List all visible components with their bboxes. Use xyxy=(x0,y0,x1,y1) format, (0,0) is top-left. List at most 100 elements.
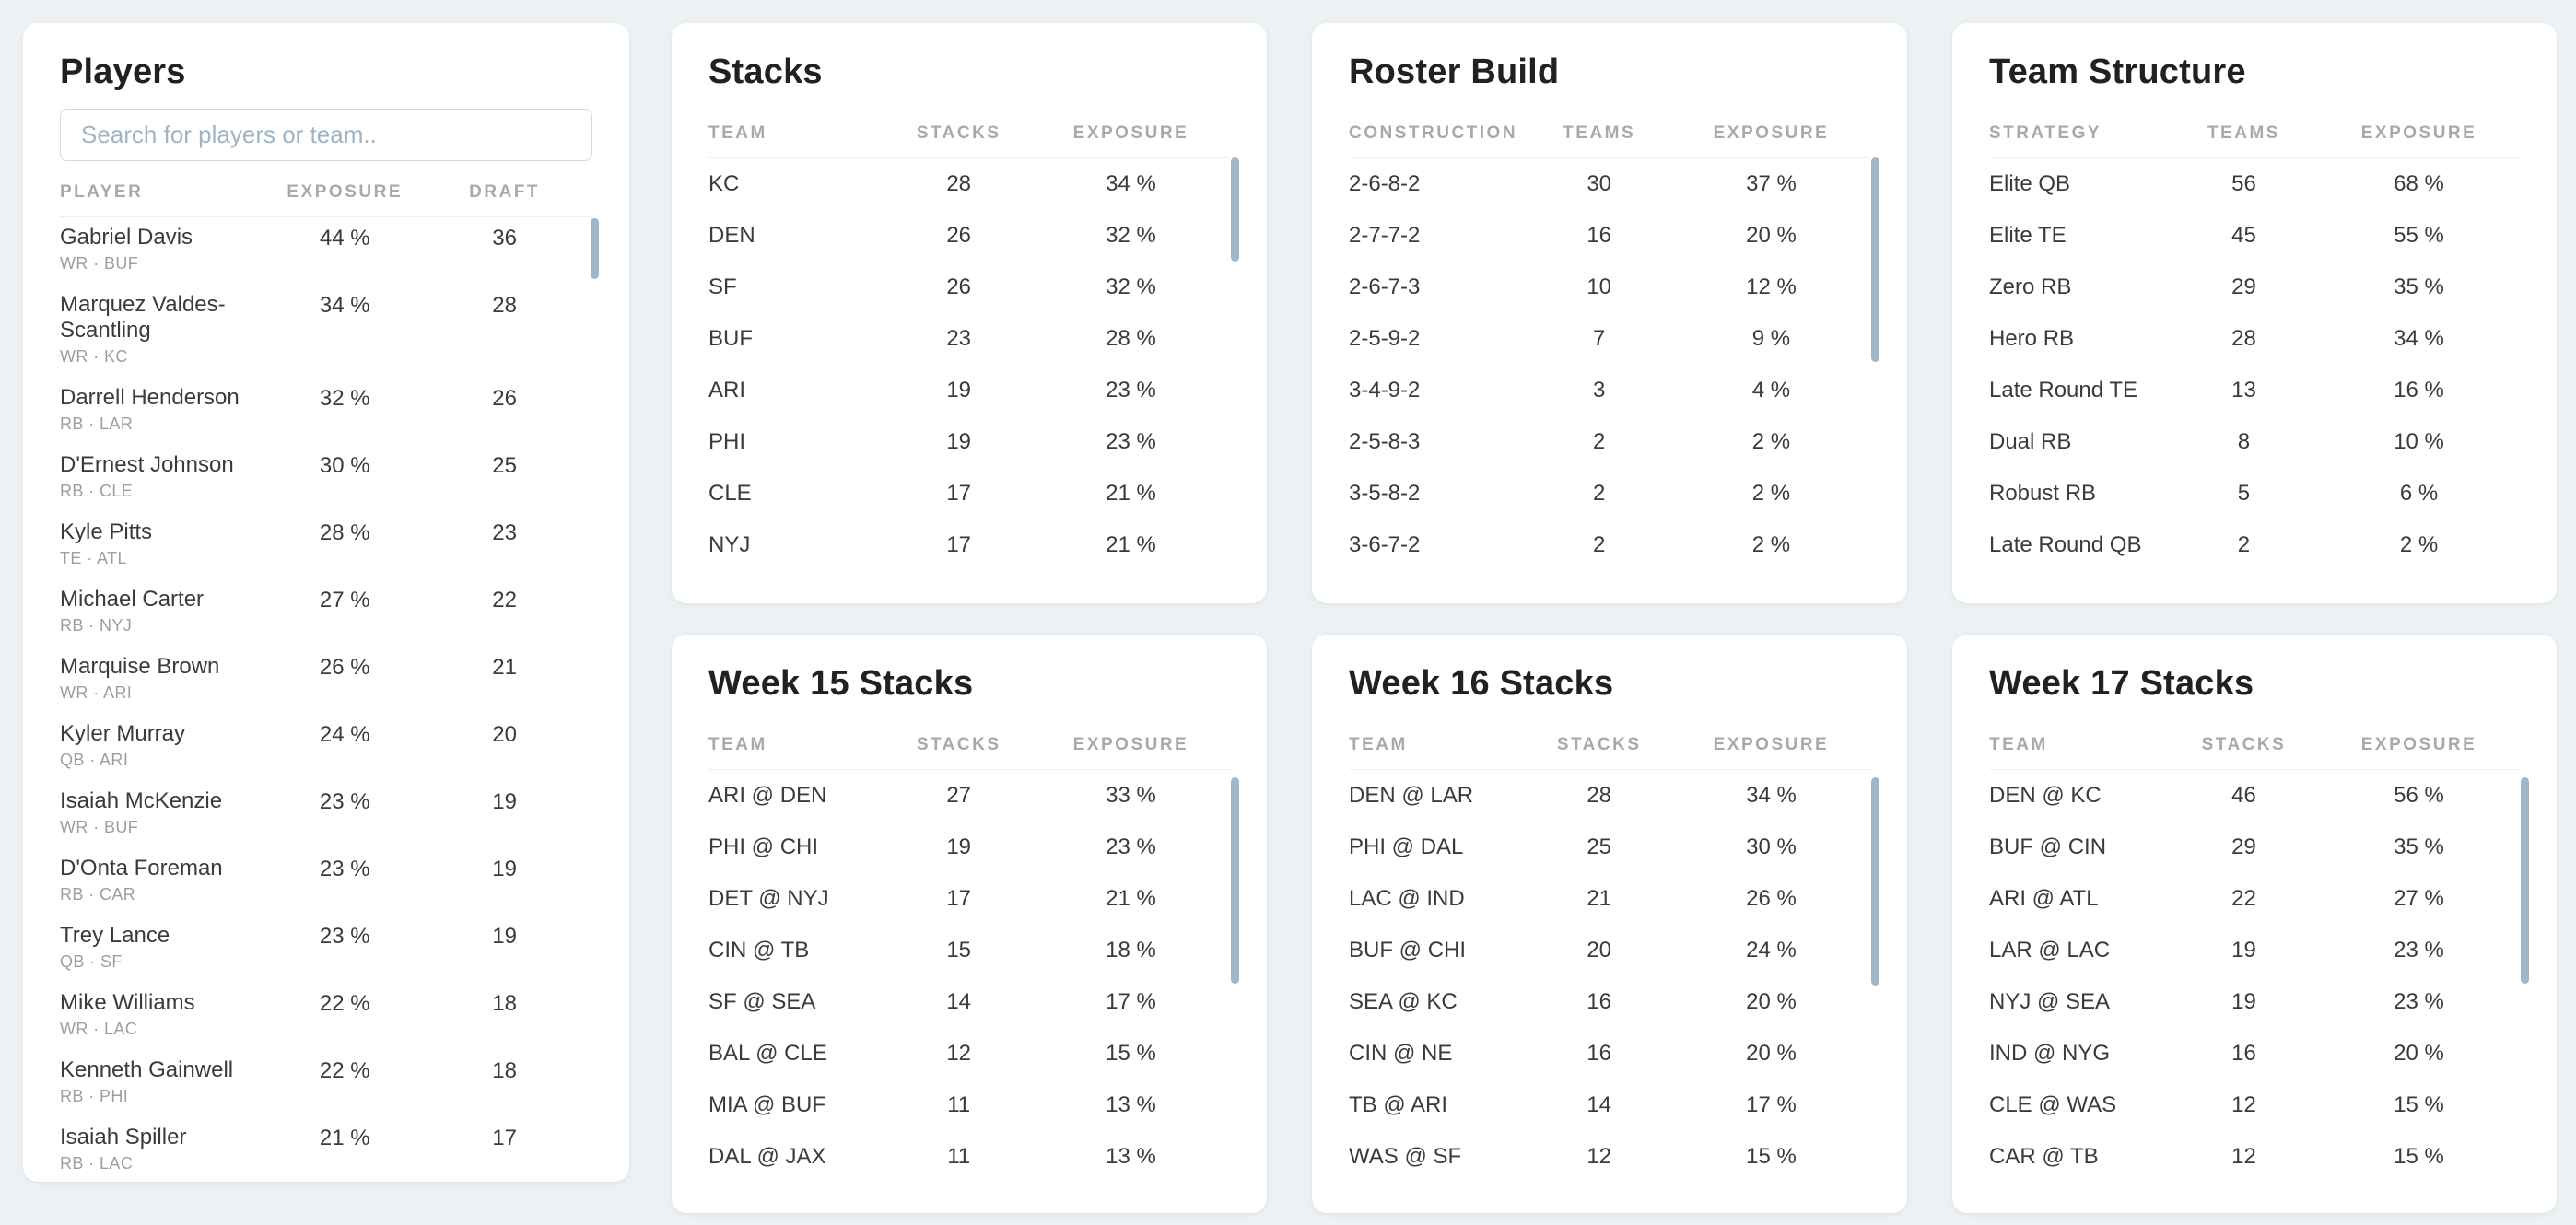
week17-table[interactable]: DEN @ KC 46 56 % BUF @ CIN 29 35 % ARI @… xyxy=(1989,770,2520,1183)
stacks-value: 19 xyxy=(946,378,972,402)
teams-value: 13 xyxy=(2231,378,2256,402)
roster-build-table[interactable]: 2-6-8-2 30 37 % 2-7-7-2 16 20 % 2-6-7-3 … xyxy=(1349,158,1870,571)
player-exposure: 23 % xyxy=(319,789,370,814)
stacks-table[interactable]: KC 28 34 % DEN 26 32 % SF 26 32 % BUF 23… xyxy=(708,158,1230,571)
player-exposure: 32 % xyxy=(319,386,370,411)
player-row: Kyler Murray QB · ARI 24 % 20 xyxy=(60,714,592,781)
scrollbar-thumb[interactable] xyxy=(1231,158,1239,262)
column-header-teams: TEAMS xyxy=(1563,123,1636,143)
roster-build-row: 2-6-8-2 30 37 % xyxy=(1349,158,1870,210)
week17-row: CAR @ TB 12 15 % xyxy=(1989,1131,2520,1183)
scrollbar-thumb[interactable] xyxy=(2521,777,2529,984)
roster-build-row: 2-5-8-3 2 2 % xyxy=(1349,416,1870,468)
player-position-team: QB · ARI xyxy=(60,751,129,769)
player-position-team: WR · KC xyxy=(60,347,128,366)
roster-build-row: 3-5-8-2 2 2 % xyxy=(1349,468,1870,519)
player-name: Gabriel Davis xyxy=(60,225,193,250)
teams-value: 28 xyxy=(2231,326,2256,351)
teams-value: 2 xyxy=(1592,429,1606,454)
column-header-exposure: EXPOSURE xyxy=(1713,123,1830,143)
exposure-value: 17 % xyxy=(1106,989,1156,1014)
player-draft: 36 xyxy=(492,226,517,251)
player-cell: Kenneth Gainwell RB · PHI xyxy=(60,1057,273,1106)
scrollbar-thumb[interactable] xyxy=(1871,777,1879,986)
team-structure-row: Dual RB 8 10 % xyxy=(1989,416,2520,468)
construction-label: 3-6-7-2 xyxy=(1349,532,1421,557)
exposure-value: 27 % xyxy=(2394,886,2444,911)
scrollbar-thumb[interactable] xyxy=(1871,158,1879,362)
scrollbar-thumb[interactable] xyxy=(591,218,599,279)
exposure-value: 32 % xyxy=(1106,223,1156,248)
week15-row: DET @ NYJ 17 21 % xyxy=(708,873,1230,925)
stacks-value: 26 xyxy=(946,223,972,248)
exposure-value: 24 % xyxy=(1746,938,1797,962)
column-header-exposure: EXPOSURE xyxy=(2360,123,2477,143)
stacks-value: 25 xyxy=(1587,834,1612,859)
week17-row: ARI @ ATL 22 27 % xyxy=(1989,873,2520,925)
exposure-value: 20 % xyxy=(1746,223,1797,248)
exposure-value: 15 % xyxy=(1106,1041,1156,1066)
stacks-value: 19 xyxy=(2231,989,2256,1014)
column-header-exposure: EXPOSURE xyxy=(2360,735,2477,754)
strategy-label: Elite QB xyxy=(1989,171,2071,196)
matchup-label: LAC @ IND xyxy=(1349,886,1465,911)
exposure-value: 35 % xyxy=(2394,834,2444,859)
week16-row: DEN @ LAR 28 34 % xyxy=(1349,770,1870,822)
strategy-label: Elite TE xyxy=(1989,223,2067,248)
column-header-stacks: STACKS xyxy=(2201,735,2287,754)
player-cell: Isaiah Spiller RB · LAC xyxy=(60,1125,273,1173)
team-label: NYJ xyxy=(708,532,751,557)
team-label: BUF xyxy=(708,326,753,351)
player-cell: Michael Carter RB · NYJ xyxy=(60,587,273,636)
strategy-label: Dual RB xyxy=(1989,429,2072,454)
column-header-stacks: STACKS xyxy=(916,735,1001,754)
scrollbar-thumb[interactable] xyxy=(1231,777,1239,984)
player-name: Kenneth Gainwell xyxy=(60,1057,234,1082)
stacks-value: 14 xyxy=(1587,1092,1612,1117)
player-exposure: 23 % xyxy=(319,857,370,881)
roster-build-panel-title: Roster Build xyxy=(1349,52,1560,91)
player-cell: Marquez Valdes-Scantling WR · KC xyxy=(60,292,273,367)
stacks-value: 21 xyxy=(1587,886,1612,911)
week17-row: LAR @ LAC 19 23 % xyxy=(1989,925,2520,976)
week15-row: ARI @ DEN 27 33 % xyxy=(708,770,1230,822)
week16-table-header: TEAM STACKS EXPOSURE xyxy=(1349,735,1870,770)
team-structure-table[interactable]: Elite QB 56 68 % Elite TE 45 55 % Zero R… xyxy=(1989,158,2520,571)
teams-value: 10 xyxy=(1587,274,1612,299)
stacks-value: 19 xyxy=(946,834,972,859)
player-cell: Trey Lance QB · SF xyxy=(60,923,273,972)
stacks-row: SF 26 32 % xyxy=(708,262,1230,313)
player-draft: 18 xyxy=(492,1058,517,1083)
week15-table[interactable]: ARI @ DEN 27 33 % PHI @ CHI 19 23 % DET … xyxy=(708,770,1230,1183)
player-position-team: QB · SF xyxy=(60,952,123,971)
week16-table[interactable]: DEN @ LAR 28 34 % PHI @ DAL 25 30 % LAC … xyxy=(1349,770,1870,1183)
strategy-label: Zero RB xyxy=(1989,274,2072,299)
exposure-value: 13 % xyxy=(1106,1092,1156,1117)
player-exposure: 23 % xyxy=(319,924,370,949)
exposure-value: 17 % xyxy=(1746,1092,1797,1117)
column-header-exposure: EXPOSURE xyxy=(1713,735,1830,754)
stacks-value: 15 xyxy=(946,938,972,962)
exposure-value: 2 % xyxy=(1751,429,1791,454)
player-position-team: WR · LAC xyxy=(60,1020,138,1038)
construction-label: 2-6-7-3 xyxy=(1349,274,1421,299)
column-header-construction: CONSTRUCTION xyxy=(1349,123,1518,143)
player-draft: 20 xyxy=(492,722,517,747)
matchup-label: DEN @ KC xyxy=(1989,783,2102,808)
player-cell: Kyler Murray QB · ARI xyxy=(60,721,273,770)
player-exposure: 27 % xyxy=(319,588,370,612)
players-table[interactable]: Gabriel Davis WR · BUF 44 % 36 Marquez V… xyxy=(60,217,592,1184)
stacks-value: 12 xyxy=(2231,1092,2256,1117)
player-row: Kyle Pitts TE · ATL 28 % 23 xyxy=(60,512,592,579)
teams-value: 7 xyxy=(1592,326,1606,351)
search-input[interactable] xyxy=(60,109,592,161)
column-header-team: TEAM xyxy=(708,123,767,143)
exposure-value: 23 % xyxy=(2394,989,2444,1014)
stacks-value: 17 xyxy=(946,481,972,506)
stacks-value: 17 xyxy=(946,886,972,911)
exposure-value: 21 % xyxy=(1106,481,1156,506)
team-structure-panel-title: Team Structure xyxy=(1989,52,2246,91)
player-name: Isaiah Spiller xyxy=(60,1125,187,1149)
player-cell: Kyle Pitts TE · ATL xyxy=(60,519,273,568)
exposure-value: 56 % xyxy=(2394,783,2444,808)
